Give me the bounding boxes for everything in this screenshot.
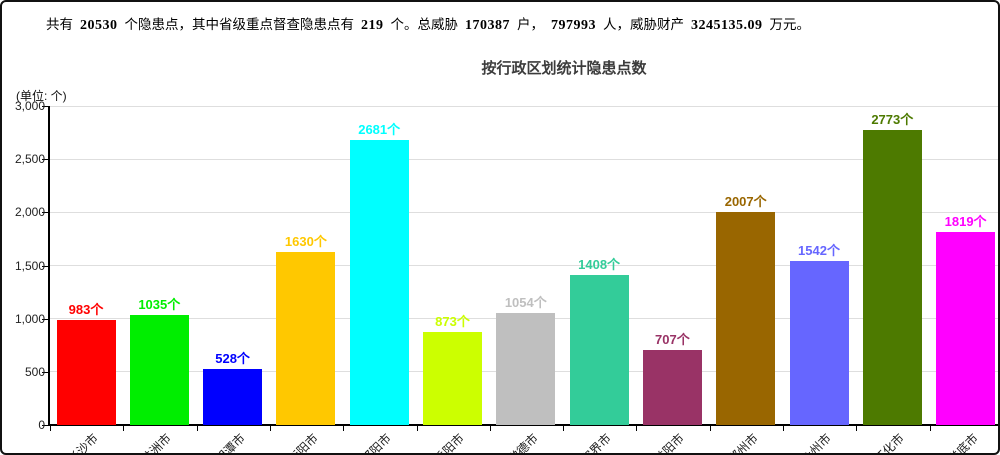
bar[interactable] (862, 130, 922, 425)
gridline (50, 105, 998, 107)
summary-text: 人，威胁财产 (603, 17, 684, 32)
x-axis-tick (563, 426, 565, 431)
bar[interactable] (642, 349, 702, 425)
x-axis-category-label: 株洲市 (138, 431, 175, 455)
x-axis-category-label: 邵阳市 (358, 431, 395, 455)
x-axis-tick (343, 426, 345, 431)
gridline (50, 158, 998, 160)
x-axis-tick (123, 426, 125, 431)
bar[interactable] (569, 275, 629, 425)
x-axis-category-label: 衡阳市 (285, 431, 321, 455)
y-axis-tick (42, 212, 50, 214)
bar-value-label: 1035个 (138, 296, 181, 312)
y-axis-label: 0 (38, 418, 45, 432)
x-axis-tick (636, 426, 638, 431)
y-axis-tick (42, 265, 50, 267)
bar-value-label: 2007个 (724, 193, 767, 209)
summary-line: 共有 20530 个隐患点，其中省级重点督查隐患点有 219 个。总威胁 170387 户，… (46, 13, 810, 34)
x-axis-tick (416, 426, 418, 431)
y-axis-tick (42, 425, 50, 426)
bar-value-label: 1630个 (284, 233, 327, 249)
x-axis-tick (709, 426, 711, 431)
x-axis-category-label: 永州市 (798, 431, 834, 455)
y-axis-tick (42, 106, 50, 107)
x-axis-category-label: 郴州市 (725, 431, 761, 455)
x-axis-tick (783, 426, 784, 431)
chart-title: 按行政区划统计隐患点数 (481, 60, 647, 77)
y-axis-label: 2,500 (14, 152, 45, 167)
bar[interactable] (789, 261, 849, 425)
x-axis-tick (269, 426, 271, 431)
x-axis-tick (196, 426, 198, 431)
x-axis-tick (50, 426, 51, 431)
x-axis-category-label: 岳阳市 (432, 431, 468, 455)
x-axis-tick (929, 426, 931, 431)
summary-text: 个。总威胁 (390, 17, 459, 32)
x-axis-category-label: 张家界市 (570, 431, 615, 455)
bar-value-label: 528个 (215, 350, 250, 366)
bar-value-label: 1408个 (578, 257, 621, 273)
x-axis-category-label: 长沙市 (65, 431, 101, 455)
bar[interactable] (129, 314, 189, 425)
y-axis-label: 1,500 (14, 258, 45, 273)
bar-value-label: 1054个 (504, 294, 547, 310)
bar[interactable] (56, 320, 116, 425)
y-axis-tick (42, 159, 50, 161)
y-axis-tick (42, 318, 50, 320)
bar-value-label: 2773个 (871, 112, 914, 128)
y-axis-label: 2,000 (14, 205, 45, 220)
bar-value-label: 1819个 (944, 213, 987, 229)
bar-value-label: 873个 (435, 314, 470, 330)
summary-number: 170387 (465, 18, 510, 33)
bar[interactable] (423, 332, 482, 425)
x-axis-line (48, 424, 998, 426)
bar[interactable] (203, 368, 263, 425)
bar[interactable] (936, 231, 996, 425)
gridline (50, 211, 998, 213)
x-axis-tick (856, 426, 858, 431)
summary-text: 户， (517, 17, 544, 32)
y-axis-line (48, 106, 50, 425)
bar[interactable] (496, 312, 556, 425)
summary-number: 797993 (551, 18, 596, 33)
y-axis-tick (42, 371, 50, 373)
x-axis-category-label: 怀化市 (871, 431, 908, 455)
bar-value-label: 2681个 (358, 121, 401, 137)
bar-value-label: 1542个 (798, 243, 840, 259)
y-axis-label: 1,000 (14, 311, 45, 326)
bar-value-label: 983个 (68, 302, 104, 318)
summary-number: 3245135.09 (691, 18, 763, 33)
x-axis-category-label: 益阳市 (651, 431, 688, 455)
summary-text: 个隐患点，其中省级重点督查隐患点有 (124, 17, 355, 32)
x-axis-category-label: 湘潭市 (212, 431, 248, 455)
gridline (50, 265, 998, 266)
summary-text: 万元。 (769, 17, 811, 32)
summary-number: 219 (361, 18, 384, 33)
x-axis-tick (489, 426, 491, 431)
bar[interactable] (276, 251, 336, 425)
summary-number: 20530 (80, 18, 118, 33)
y-axis-label: 500 (24, 364, 45, 379)
x-axis-category-label: 娄底市 (945, 431, 981, 455)
bar-value-label: 707个 (655, 331, 690, 347)
y-axis-unit-label: (单位: 个) (16, 89, 67, 103)
x-axis-category-label: 常德市 (505, 431, 541, 455)
bar[interactable] (716, 211, 776, 425)
y-axis-label: 3,000 (14, 99, 45, 113)
bar[interactable] (349, 139, 409, 425)
summary-text: 共有 (46, 17, 73, 32)
